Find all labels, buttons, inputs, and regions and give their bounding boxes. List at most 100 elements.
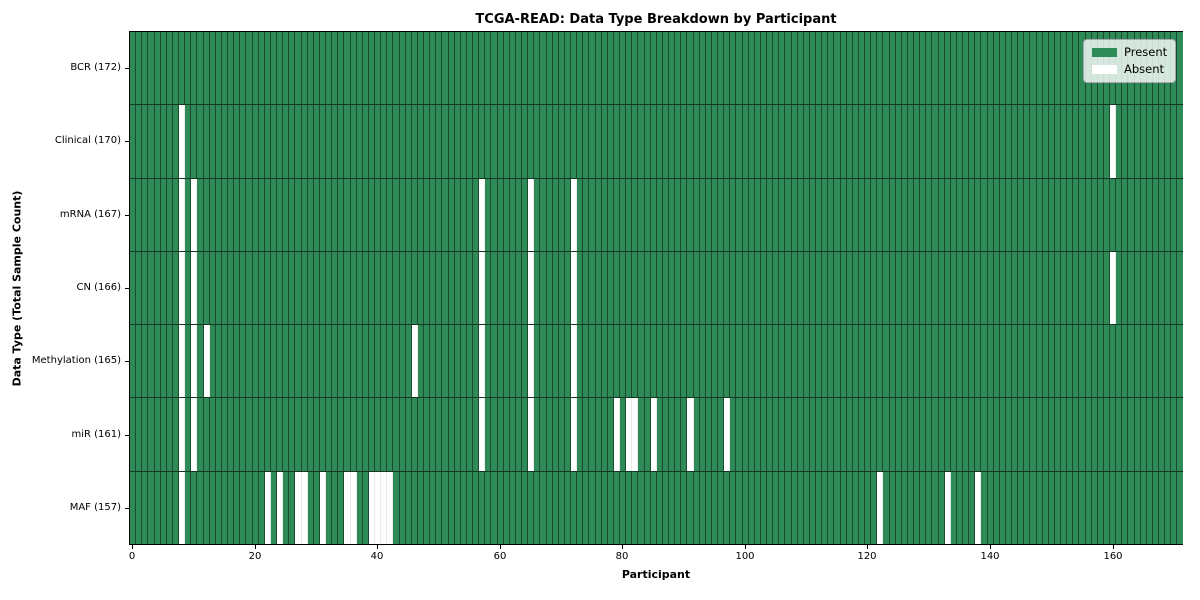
heatmap-cell [1128,325,1135,398]
heatmap-cell [154,105,161,178]
heatmap-cell [1024,325,1031,398]
heatmap-cell [270,471,277,544]
heatmap-cell [368,251,375,325]
heatmap-cell [1048,325,1055,398]
heatmap-cell [669,471,676,544]
heatmap-cell [571,178,578,251]
y-tick-mark [125,68,129,69]
heatmap-cell [742,251,749,325]
heatmap-cell [711,325,718,398]
heatmap-cell [417,105,424,178]
heatmap-cell [748,398,755,471]
heatmap-cell [975,471,982,544]
heatmap-cell [136,471,143,544]
heatmap-cell [1103,251,1110,325]
heatmap-cell [209,105,216,178]
heatmap-cell [522,105,529,178]
heatmap-cell [460,398,467,471]
heatmap-cell [424,325,431,398]
heatmap-cell [742,105,749,178]
x-tick-mark [622,545,623,549]
heatmap-cell [491,178,498,251]
heatmap-cell [528,471,535,544]
heatmap-cell [307,471,314,544]
heatmap-cell [448,471,455,544]
heatmap-cell [191,32,198,105]
heatmap-cell [773,178,780,251]
heatmap-cell [1024,251,1031,325]
heatmap-cell [669,32,676,105]
heatmap-cell [601,325,608,398]
heatmap-cell [1079,325,1086,398]
heatmap-cell [607,105,614,178]
heatmap-cell [803,105,810,178]
heatmap-cell [785,398,792,471]
x-tick-mark [255,545,256,549]
heatmap-cell [840,325,847,398]
heatmap-cell [1171,398,1178,471]
heatmap-cell [234,471,241,544]
heatmap-cell [675,178,682,251]
heatmap-cell [828,32,835,105]
heatmap-cell [907,325,914,398]
heatmap-cell [1122,105,1129,178]
heatmap-cell [1024,471,1031,544]
heatmap-cell [160,105,167,178]
heatmap-plot [129,31,1183,545]
heatmap-cell [981,398,988,471]
heatmap-cell [595,325,602,398]
heatmap-cell [1146,178,1153,251]
heatmap-cell [1091,178,1098,251]
heatmap-cell [956,398,963,471]
heatmap-cell [834,325,841,398]
legend-swatch-present [1092,48,1117,58]
heatmap-cell [901,32,908,105]
heatmap-cell [1054,105,1061,178]
heatmap-cell [160,178,167,251]
heatmap-row-clinical [130,105,1183,179]
heatmap-cell [822,178,829,251]
heatmap-cell [466,471,473,544]
heatmap-cell [215,325,222,398]
heatmap-cell [963,105,970,178]
heatmap-cell [332,471,339,544]
heatmap-cell [411,251,418,325]
heatmap-cell [209,325,216,398]
heatmap-cell [368,32,375,105]
heatmap-cell [442,251,449,325]
chart-title: TCGA-READ: Data Type Breakdown by Partic… [475,12,837,27]
heatmap-cell [889,178,896,251]
heatmap-cell [571,32,578,105]
heatmap-cell [546,471,553,544]
heatmap-cell [375,251,382,325]
heatmap-cell [809,325,816,398]
heatmap-cell [834,105,841,178]
heatmap-cell [693,325,700,398]
heatmap-cell [944,105,951,178]
x-tick-mark [745,545,746,549]
heatmap-cell [1128,178,1135,251]
heatmap-cell [356,105,363,178]
heatmap-cell [393,32,400,105]
heatmap-cell [620,471,627,544]
heatmap-cell [1030,325,1037,398]
heatmap-cell [767,471,774,544]
heatmap-cell [399,325,406,398]
heatmap-cell [1122,471,1129,544]
heatmap-cell [620,325,627,398]
heatmap-cell [148,471,155,544]
heatmap-cell [1165,251,1172,325]
heatmap-cell [797,178,804,251]
heatmap-cell [277,105,284,178]
heatmap-cell [301,32,308,105]
heatmap-cell [301,105,308,178]
heatmap-cell [816,105,823,178]
heatmap-cell [485,325,492,398]
heatmap-cell [687,105,694,178]
heatmap-cell [644,32,651,105]
heatmap-cell [515,32,522,105]
heatmap-cell [564,32,571,105]
heatmap-cell [632,105,639,178]
heatmap-cell [442,178,449,251]
heatmap-cell [375,325,382,398]
